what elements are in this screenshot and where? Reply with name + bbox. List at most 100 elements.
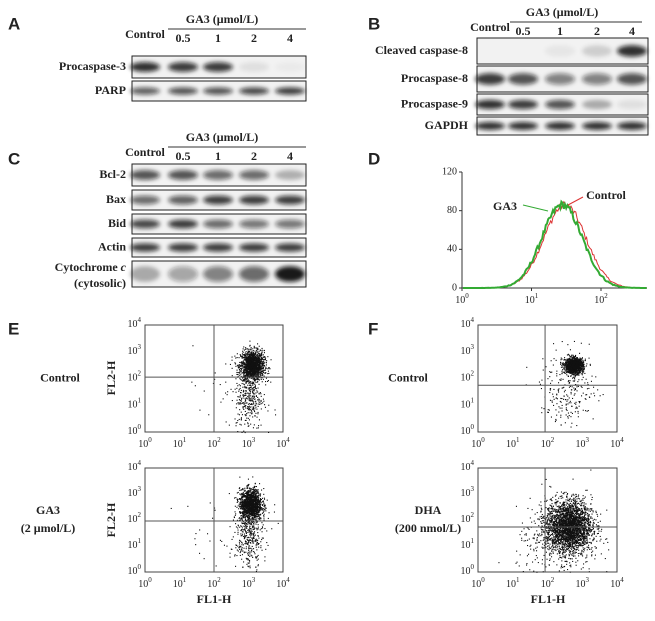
event-dot (255, 517, 256, 518)
event-dot (242, 554, 243, 555)
event-dot (253, 529, 254, 530)
panel-label: C (8, 149, 20, 168)
blot-band (130, 87, 160, 94)
event-dot (250, 391, 251, 392)
event-dot (246, 502, 247, 503)
event-dot (245, 500, 246, 501)
lane-label: 4 (287, 149, 293, 163)
event-dot (575, 374, 576, 375)
event-dot (261, 357, 262, 358)
event-dot (238, 551, 239, 552)
event-dot (246, 375, 247, 376)
event-dot (240, 396, 241, 397)
event-dot (249, 341, 250, 342)
event-dot (225, 382, 226, 383)
event-dot (257, 495, 258, 496)
event-dot (254, 399, 255, 400)
event-dot (253, 551, 254, 552)
event-dot (257, 382, 258, 383)
blot-band (168, 243, 198, 251)
event-dot (257, 491, 258, 492)
event-dot (248, 493, 249, 494)
event-dot (263, 354, 264, 355)
event-dot (249, 521, 250, 522)
event-dot (249, 352, 250, 353)
event-dot (249, 374, 250, 375)
event-dot (239, 373, 240, 374)
blot-band (475, 100, 505, 109)
event-dot (258, 493, 259, 494)
event-dot (258, 564, 259, 565)
event-dot (245, 407, 246, 408)
event-dot (243, 515, 244, 516)
event-dot (261, 490, 262, 491)
event-dot (239, 357, 240, 358)
event-dot (263, 488, 264, 489)
event-dot (240, 356, 241, 357)
event-dot (253, 352, 254, 353)
blot-band (617, 45, 647, 56)
event-dot (239, 487, 240, 488)
event-dot (258, 527, 259, 528)
event-dot (240, 368, 241, 369)
event-dot (240, 374, 241, 375)
event-dot (249, 397, 250, 398)
event-dot (251, 505, 252, 506)
event-dot (239, 527, 240, 528)
y-axis-title: FL2-H (104, 360, 118, 395)
event-dot (269, 367, 270, 368)
event-dot (566, 374, 567, 375)
log-tick-label: 104 (276, 436, 290, 451)
event-dot (251, 550, 252, 551)
log-tick-label: 102 (461, 369, 475, 384)
event-dot (264, 560, 265, 561)
event-dot (239, 389, 240, 390)
log-tick-label: 103 (128, 485, 142, 500)
tick-exponent: 2 (551, 436, 555, 444)
tick-exponent: 2 (604, 292, 608, 300)
event-dot (254, 387, 255, 388)
event-dot (210, 502, 211, 503)
event-dot (248, 550, 249, 551)
blot-band (203, 62, 233, 72)
event-dot (243, 391, 244, 392)
event-dot (248, 515, 249, 516)
event-dot (564, 368, 565, 369)
event-dot (249, 407, 250, 408)
event-dot (208, 414, 209, 415)
event-dot (245, 376, 246, 377)
event-dot (251, 347, 252, 348)
event-dot (585, 359, 586, 360)
tick-exponent: 2 (471, 369, 475, 377)
event-dot (268, 405, 269, 406)
event-dot (259, 503, 260, 504)
blot-band (275, 87, 305, 94)
event-dot (260, 355, 261, 356)
event-dot (240, 525, 241, 526)
event-dot (257, 354, 258, 355)
event-dot (260, 368, 261, 369)
event-dot (242, 534, 243, 535)
event-dot (244, 381, 245, 382)
blot-band (130, 62, 160, 72)
event-dot (243, 408, 244, 409)
event-dot (232, 368, 233, 369)
tick-base: 10 (207, 439, 217, 450)
event-dot (237, 534, 238, 535)
event-dot (584, 366, 585, 367)
lane-label: Control (125, 145, 165, 159)
event-dot (254, 364, 255, 365)
event-dot (268, 371, 269, 372)
event-dot (563, 364, 564, 365)
lane-label: 1 (215, 149, 221, 163)
event-dot (246, 546, 247, 547)
log-tick-label: 100 (455, 292, 469, 307)
event-dot (252, 354, 253, 355)
event-dot (261, 354, 262, 355)
event-dot (241, 559, 242, 560)
event-dot (242, 383, 243, 384)
event-dot (264, 357, 265, 358)
event-dot (244, 350, 245, 351)
event-dot (235, 389, 236, 390)
event-dot (251, 541, 252, 542)
